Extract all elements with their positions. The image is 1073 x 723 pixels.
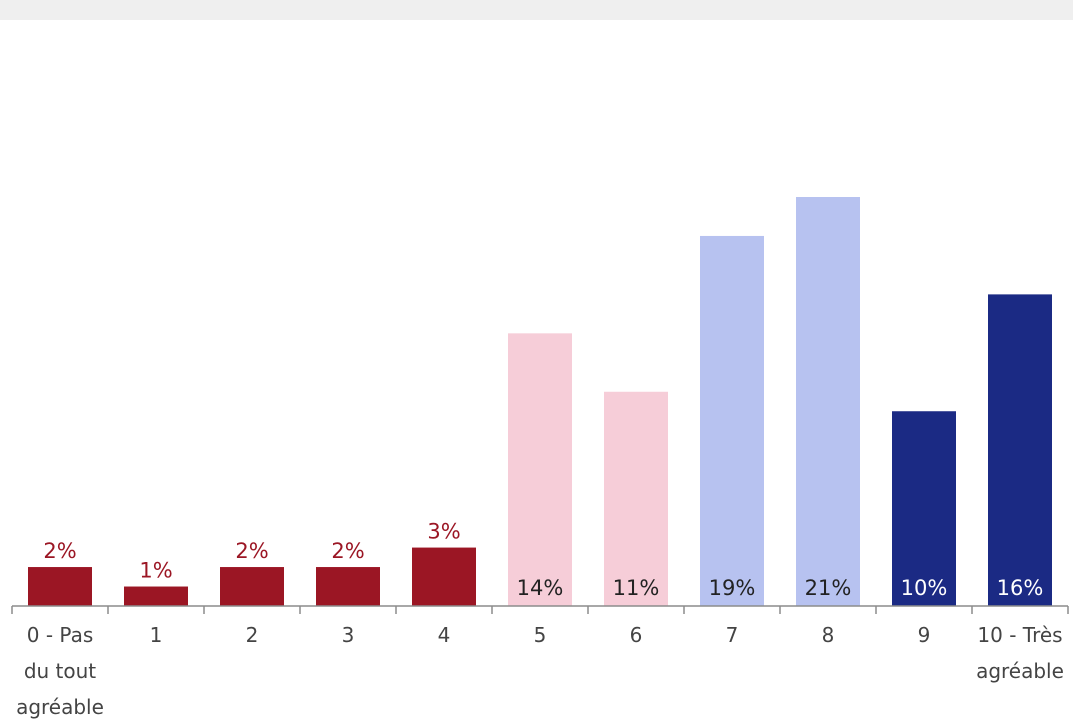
bar: [124, 586, 188, 606]
x-tick-label: 8: [822, 623, 835, 647]
bar: [988, 294, 1052, 606]
value-labels-group: 2% 1% 2% 2% 3% 14% 11% 19% 21% 10% 16%: [43, 520, 1043, 600]
bar-value-label: 16%: [997, 576, 1044, 600]
bar-value-label: 3%: [427, 520, 460, 544]
x-tick-label: 1: [150, 623, 163, 647]
bar: [412, 547, 476, 606]
bar-value-label: 19%: [709, 576, 756, 600]
bar-value-label: 2%: [331, 539, 364, 563]
x-tick-label: 10 - Très agréable: [976, 623, 1064, 683]
chart-header-band: [0, 0, 1073, 20]
bar-value-label: 2%: [235, 539, 268, 563]
bar: [508, 333, 572, 606]
x-tick-label: 9: [918, 623, 931, 647]
bar-value-label: 1%: [139, 559, 172, 583]
bar-value-label: 10%: [901, 576, 948, 600]
bar: [604, 391, 668, 606]
bar: [700, 235, 764, 606]
bar: [220, 567, 284, 606]
x-axis-ticks: [11, 606, 1069, 614]
x-tick-label: 6: [630, 623, 643, 647]
x-tick-label: 0 - Pas du tout agréable: [16, 623, 104, 719]
bar: [316, 567, 380, 606]
bars-group: [28, 197, 1052, 606]
bar-value-label: 2%: [43, 539, 76, 563]
bar: [28, 567, 92, 606]
bar: [796, 197, 860, 606]
bar-value-label: 14%: [517, 576, 564, 600]
x-tick-label: 4: [438, 623, 451, 647]
x-tick-label: 2: [246, 623, 259, 647]
x-tick-label: 7: [726, 623, 739, 647]
bar-value-label: 11%: [613, 576, 660, 600]
bar: [892, 411, 956, 606]
bar-value-label: 21%: [805, 576, 852, 600]
x-tick-label: 3: [342, 623, 355, 647]
x-tick-labels-group: 0 - Pas du tout agréable 1 2 3 4 5 6 7 8 9 10 - Très…: [16, 623, 1064, 719]
x-tick-label: 5: [534, 623, 547, 647]
